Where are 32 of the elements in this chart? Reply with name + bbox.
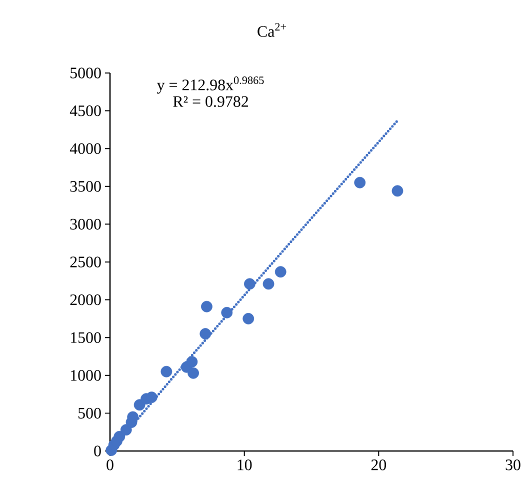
point xyxy=(160,366,172,378)
point xyxy=(262,278,274,290)
chart-title: Ca$^{2+}$ xyxy=(258,23,286,37)
point xyxy=(244,278,256,290)
y-tick-label: 2000 xyxy=(70,294,101,306)
x-tick-label: 30 xyxy=(506,460,520,470)
y-tick-label: 4500 xyxy=(70,105,101,116)
y-tick-label: 2500 xyxy=(70,256,101,268)
point xyxy=(114,430,126,442)
annotation: y = 212.98x$^{0.9865}$ xyxy=(156,76,264,94)
point xyxy=(274,266,286,278)
point xyxy=(120,424,132,436)
x-tick-label: 0 xyxy=(106,460,114,470)
y-tick-label: 4000 xyxy=(70,143,101,154)
point xyxy=(221,306,233,318)
x-tick-label: 20 xyxy=(371,460,386,470)
y-tick-label: 1000 xyxy=(71,370,101,381)
x-tick-label: 10 xyxy=(238,460,252,470)
point xyxy=(188,367,199,379)
y-tick-label: 1500 xyxy=(71,332,101,343)
y-tick-label: 3500 xyxy=(70,181,101,192)
point xyxy=(201,300,212,312)
point xyxy=(354,176,366,188)
point xyxy=(242,312,254,324)
y-tick-label: 500 xyxy=(78,408,101,419)
y-tick-label: 0 xyxy=(94,446,101,456)
annotation: R² = 0.9782 xyxy=(173,96,248,107)
point xyxy=(200,328,212,340)
y-tick-label: 5000 xyxy=(70,68,101,78)
point xyxy=(392,185,404,197)
y-tick-label: 3000 xyxy=(70,218,101,230)
point xyxy=(186,356,198,368)
